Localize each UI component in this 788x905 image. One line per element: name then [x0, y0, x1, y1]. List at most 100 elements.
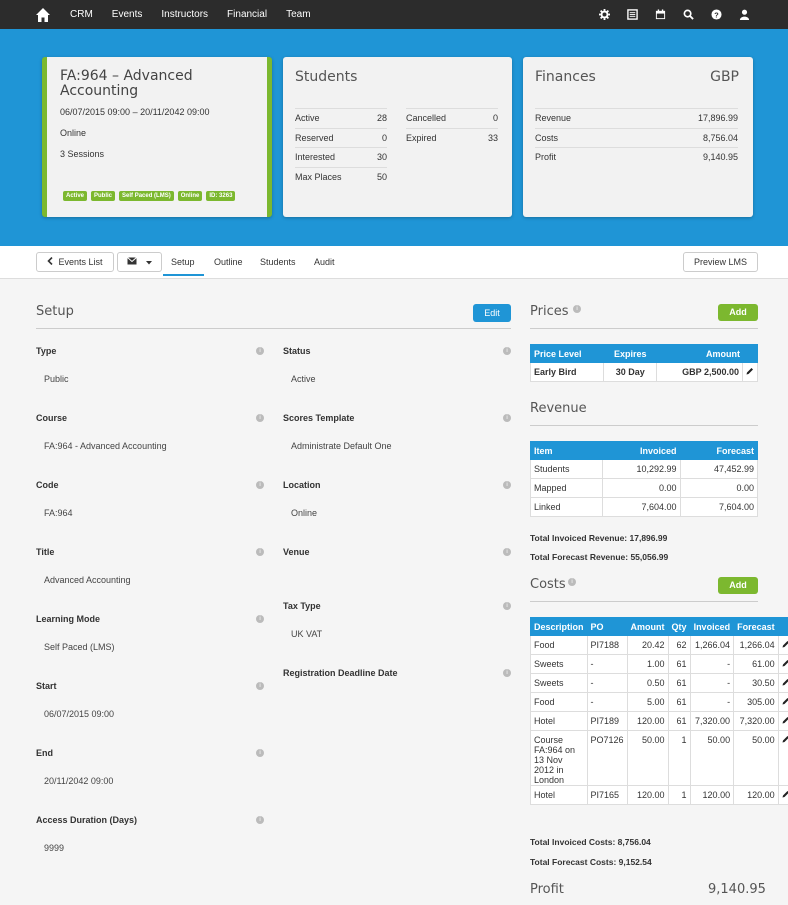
total-invoiced-costs: Total Invoiced Costs: 8,756.04 [530, 837, 651, 847]
expires-cell: 30 Day [603, 362, 658, 382]
nav-team[interactable]: Team [286, 9, 311, 20]
tab-audit[interactable]: Audit [314, 257, 335, 267]
field-label: Venue [283, 547, 310, 557]
tab-bar: Events List Setup Outline Students Audit… [0, 246, 788, 279]
tab-setup[interactable]: Setup [163, 257, 204, 276]
finance-row: Profit 9,140.95 [535, 147, 738, 167]
edit-cell[interactable] [777, 785, 788, 805]
nav-instructors[interactable]: Instructors [161, 9, 209, 20]
nav-crm[interactable]: CRM [70, 9, 93, 20]
forecast-cell: 7,604.00 [679, 497, 758, 517]
info-icon: i [256, 816, 264, 824]
item-cell: Linked [530, 497, 603, 517]
finances-title: Finances [535, 69, 596, 85]
qty-cell: 1 [667, 785, 691, 805]
field-value: Public [44, 374, 69, 384]
tab-students[interactable]: Students [260, 257, 296, 267]
stat-label: Max Places [295, 171, 342, 182]
column-header [777, 617, 788, 636]
pencil-icon[interactable] [782, 640, 788, 648]
tab-outline[interactable]: Outline [214, 257, 243, 267]
field-label: Registration Deadline Date [283, 668, 398, 678]
field-value: Advanced Accounting [44, 575, 131, 585]
students-title: Students [295, 69, 358, 85]
preview-lms-button[interactable]: Preview LMS [683, 252, 758, 272]
add-cost-button[interactable]: Add [718, 577, 758, 594]
list-icon[interactable] [626, 8, 638, 20]
column-header: Forecast [679, 441, 758, 460]
edit-cell[interactable] [777, 692, 788, 712]
profit-label: Profit [530, 882, 564, 897]
top-nav: CRM Events Instructors Financial Team ? [0, 0, 788, 29]
nav-events[interactable]: Events [111, 9, 143, 20]
stat-label: Interested [295, 152, 336, 163]
event-card: FA:964 – Advanced Accounting 06/07/2015 … [42, 57, 272, 217]
stat-row: Active 28 [295, 108, 387, 128]
calendar-icon[interactable] [654, 8, 666, 20]
forecast-cell: 120.00 [733, 785, 779, 805]
edit-cell[interactable] [777, 654, 788, 674]
description-cell: Sweets [530, 673, 588, 693]
pencil-icon[interactable] [782, 678, 788, 686]
stat-label: Cancelled [406, 113, 447, 124]
stat-value: 50 [376, 171, 387, 182]
stat-row: Reserved 0 [295, 127, 387, 148]
help-icon[interactable]: ? [710, 8, 722, 20]
pencil-icon[interactable] [782, 735, 788, 743]
status-badges: Active Public Self Paced (LMS) Online ID… [63, 191, 236, 201]
pencil-icon[interactable] [782, 790, 788, 798]
column-header: Item [530, 441, 603, 460]
nav-financial[interactable]: Financial [227, 9, 268, 20]
info-icon: i [568, 578, 576, 586]
column-header: Price Level [529, 344, 605, 363]
table-row: Course FA:964 on 13 Nov 2012 in London PO… [530, 730, 788, 786]
setup-divider [36, 328, 511, 329]
pencil-icon[interactable] [782, 659, 788, 667]
table-row: Early Bird 30 Day GBP 2,500.00 [529, 362, 758, 382]
edit-cell[interactable] [742, 362, 758, 382]
description-cell: Hotel [530, 711, 588, 731]
finance-value: 8,756.04 [702, 132, 738, 143]
invoiced-cell: 50.00 [689, 730, 735, 786]
search-icon[interactable] [682, 8, 694, 20]
stat-row: Cancelled 0 [406, 108, 498, 128]
events-list-label: Events List [58, 257, 103, 267]
stat-value: 0 [381, 132, 387, 143]
gear-icon[interactable] [598, 8, 610, 20]
table-header-row: Price Level Expires Amount [529, 344, 758, 363]
field-label: Status [283, 346, 311, 356]
column-header: Qty [667, 617, 691, 636]
students-left-col: Active 28 Reserved 0 Interested 30 Max Plac… [295, 108, 387, 186]
home-icon[interactable] [35, 7, 51, 23]
field-value: Self Paced (LMS) [44, 642, 115, 652]
field-value: 06/07/2015 09:00 [44, 709, 115, 719]
column-header: Description [530, 617, 588, 636]
pencil-icon[interactable] [782, 697, 788, 705]
po-cell: - [586, 673, 628, 693]
pencil-icon[interactable] [782, 716, 788, 724]
edit-cell[interactable] [777, 711, 788, 731]
amount-cell: 5.00 [626, 692, 669, 712]
edit-cell[interactable] [777, 673, 788, 693]
events-list-button[interactable]: Events List [36, 252, 114, 272]
finance-row: Costs 8,756.04 [535, 127, 738, 148]
pencil-icon[interactable] [746, 367, 754, 375]
add-price-button[interactable]: Add [718, 304, 758, 321]
prices-title: Prices [530, 304, 569, 319]
invoiced-cell: 0.00 [602, 478, 681, 498]
setup-title: Setup [36, 304, 74, 319]
edit-cell[interactable] [777, 635, 788, 655]
costs-title: Costs [530, 577, 566, 592]
finance-label: Costs [535, 132, 559, 143]
invoiced-cell: - [689, 692, 735, 712]
column-header: Invoiced [689, 617, 735, 636]
field-label: Title [36, 547, 55, 557]
finances-card: Finances GBP Revenue 17,896.99 Costs 8,756… [523, 57, 753, 217]
user-icon[interactable] [738, 8, 750, 20]
field-value: Online [291, 508, 318, 518]
edit-button[interactable]: Edit [473, 304, 511, 322]
amount-cell: 120.00 [626, 785, 669, 805]
costs-table: Description PO Amount Qty Invoiced Forec… [530, 617, 788, 805]
edit-cell[interactable] [777, 730, 788, 786]
email-dropdown-button[interactable] [117, 252, 162, 272]
